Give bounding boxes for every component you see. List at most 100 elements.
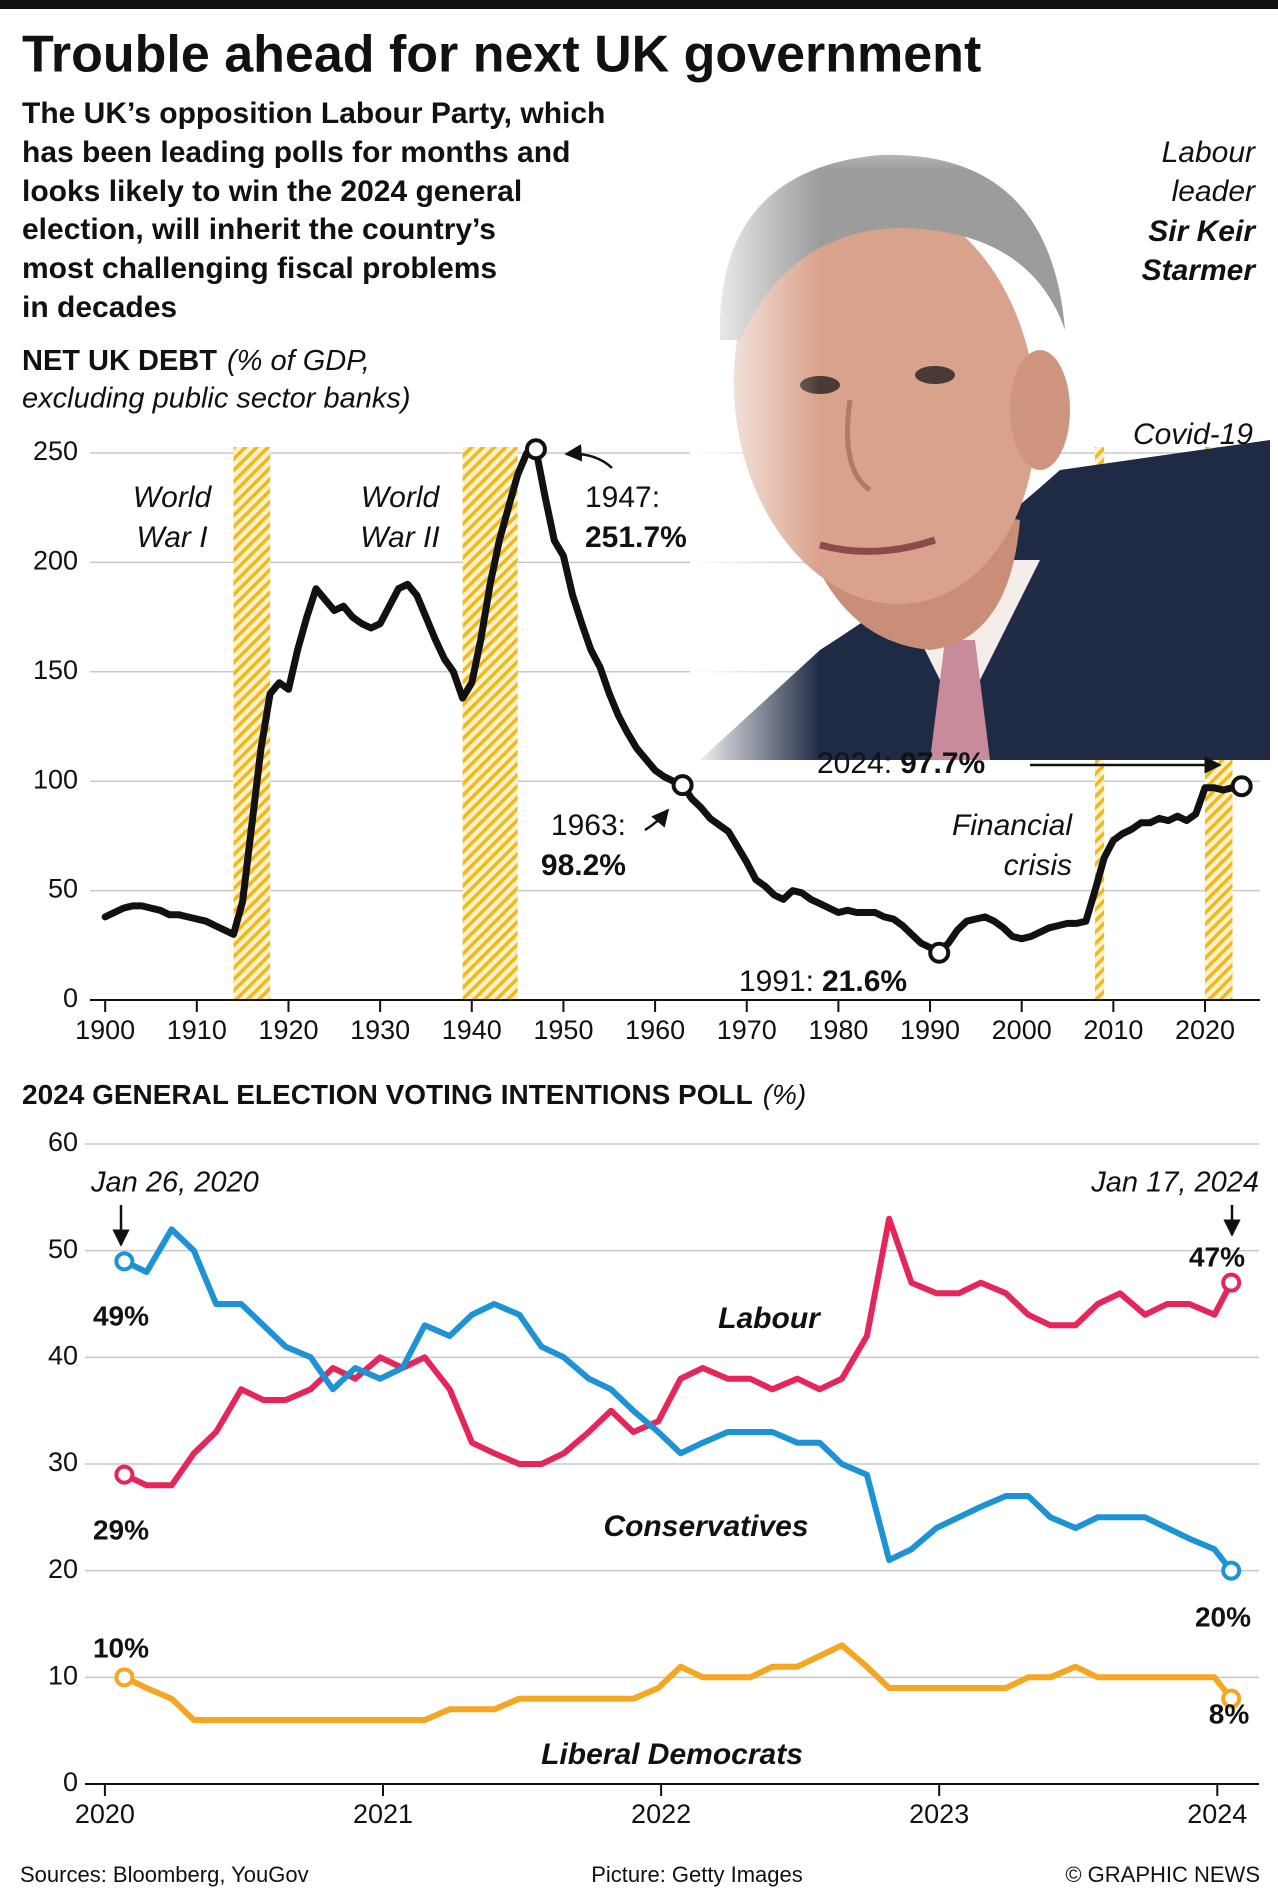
series-label: Labour xyxy=(718,1302,822,1335)
value-label: 49% xyxy=(93,1300,149,1331)
annotated-point xyxy=(928,941,951,964)
photo-name: Sir Keir xyxy=(1148,215,1257,248)
annotation: 2024: 97.7% xyxy=(817,747,985,780)
x-tick-label: 2010 xyxy=(1083,1015,1143,1045)
title: Trouble ahead for next UK government xyxy=(22,26,981,84)
x-tick-label: 1990 xyxy=(900,1015,960,1045)
annotated-point xyxy=(1230,775,1253,798)
date-annotation: Jan 17, 2024 xyxy=(1090,1167,1259,1199)
annotation-value: 97.7% xyxy=(900,747,985,780)
y-tick-label: 30 xyxy=(48,1447,78,1477)
y-tick-label: 20 xyxy=(48,1554,78,1584)
annotation-value: 98.2% xyxy=(541,849,626,882)
value-label: 10% xyxy=(93,1632,149,1663)
chart-units: excluding public sector banks) xyxy=(22,383,410,415)
y-tick-label: 0 xyxy=(63,1767,78,1797)
series-label: Conservatives xyxy=(603,1510,808,1543)
series-label: Liberal Democrats xyxy=(541,1738,803,1771)
y-tick-label: 200 xyxy=(33,546,78,576)
x-tick-label: 1960 xyxy=(625,1015,685,1045)
subtitle-line: has been leading polls for months and xyxy=(22,136,570,169)
x-tick-label: 1940 xyxy=(442,1015,502,1045)
x-tick-label: 1900 xyxy=(75,1015,135,1045)
shaded-band xyxy=(462,447,518,1000)
series-line xyxy=(121,1642,1235,1723)
band-label: Financial xyxy=(952,809,1073,842)
date-annotation: Jan 26, 2020 xyxy=(90,1167,259,1199)
subtitle-line: election, will inherit the country’s xyxy=(22,213,496,246)
value-label: 29% xyxy=(93,1514,149,1545)
band-label: World xyxy=(133,481,213,514)
endpoint xyxy=(1221,1560,1242,1581)
y-tick-label: 250 xyxy=(33,436,78,466)
chart-title: 2024 GENERAL ELECTION VOTING INTENTIONS … xyxy=(22,1079,806,1110)
x-tick-label: 1970 xyxy=(717,1015,777,1045)
y-tick-label: 150 xyxy=(33,655,78,685)
endpoint xyxy=(114,1464,135,1485)
x-tick-label: 2000 xyxy=(992,1015,1052,1045)
y-tick-label: 50 xyxy=(48,874,78,904)
over-layer: The UK’s opposition Labour Party, which … xyxy=(20,97,1260,1887)
annotation-label: 2024: xyxy=(817,747,892,780)
x-tick-label: 2023 xyxy=(909,1799,969,1829)
top-bar xyxy=(0,0,1278,9)
y-tick-label: 40 xyxy=(48,1340,78,1370)
x-tick-label: 1950 xyxy=(533,1015,593,1045)
chart-title-text: NET UK DEBT xyxy=(22,345,217,377)
value-label: 47% xyxy=(1189,1241,1245,1272)
x-tick-label: 2020 xyxy=(75,1799,135,1829)
photo-caption: leader xyxy=(1172,175,1256,208)
endpoint xyxy=(114,1251,135,1272)
x-tick-label: 1910 xyxy=(167,1015,227,1045)
y-tick-label: 60 xyxy=(48,1127,78,1157)
annotation-label: 1963: xyxy=(551,809,626,842)
band-label: War I xyxy=(136,521,207,554)
arrow xyxy=(644,808,670,832)
footer-credit: © GRAPHIC NEWS xyxy=(1065,1862,1260,1887)
x-tick-label: 2021 xyxy=(353,1799,413,1829)
x-tick-label: 1930 xyxy=(350,1015,410,1045)
arrow xyxy=(564,444,613,469)
subtitle-line: The UK’s opposition Labour Party, which xyxy=(22,97,605,130)
value-label: 8% xyxy=(1209,1698,1250,1729)
endpoint xyxy=(1221,1272,1242,1293)
annotation-value: 251.7% xyxy=(585,521,687,554)
photo-name: Starmer xyxy=(1142,254,1258,287)
footer-picture: Picture: Getty Images xyxy=(591,1862,803,1887)
annotation-label: 1991: xyxy=(739,965,814,998)
band-label: World xyxy=(361,481,441,514)
value-label: 20% xyxy=(1195,1601,1251,1632)
series-line xyxy=(121,1215,1235,1489)
x-tick-label: 2020 xyxy=(1175,1015,1235,1045)
annotated-point xyxy=(671,774,694,797)
y-tick-label: 0 xyxy=(63,983,78,1013)
subtitle-line: looks likely to win the 2024 general xyxy=(22,175,522,208)
band-label: crisis xyxy=(1004,849,1072,882)
annotation-value: 21.6% xyxy=(822,965,907,998)
band-label: War II xyxy=(360,521,439,554)
footer-sources: Sources: Bloomberg, YouGov xyxy=(20,1862,309,1887)
endpoint xyxy=(114,1667,135,1688)
chart-units: (%) xyxy=(763,1079,807,1110)
chart-units: (% of GDP, xyxy=(227,345,370,377)
subtitle-line: most challenging fiscal problems xyxy=(22,252,497,285)
series-line xyxy=(121,1226,1235,1574)
annotation: 1991: 21.6% xyxy=(739,965,907,998)
x-tick-label: 1980 xyxy=(808,1015,868,1045)
x-tick-label: 2022 xyxy=(631,1799,691,1829)
annotated-point xyxy=(524,438,547,461)
x-tick-label: 2024 xyxy=(1187,1799,1247,1829)
photo xyxy=(690,110,1270,770)
y-tick-label: 50 xyxy=(48,1234,78,1264)
y-tick-label: 100 xyxy=(33,764,78,794)
chart-title-text: 2024 GENERAL ELECTION VOTING INTENTIONS … xyxy=(22,1079,753,1110)
subtitle-line: in decades xyxy=(22,291,177,324)
endpoint xyxy=(1221,1688,1242,1709)
chart-title: NET UK DEBT (% of GDP, xyxy=(22,345,370,377)
annotation-label: 1947: xyxy=(585,481,660,514)
photo-caption: Labour xyxy=(1162,136,1256,169)
band-label: Covid-19 xyxy=(1133,418,1253,451)
y-tick-label: 10 xyxy=(48,1660,78,1690)
